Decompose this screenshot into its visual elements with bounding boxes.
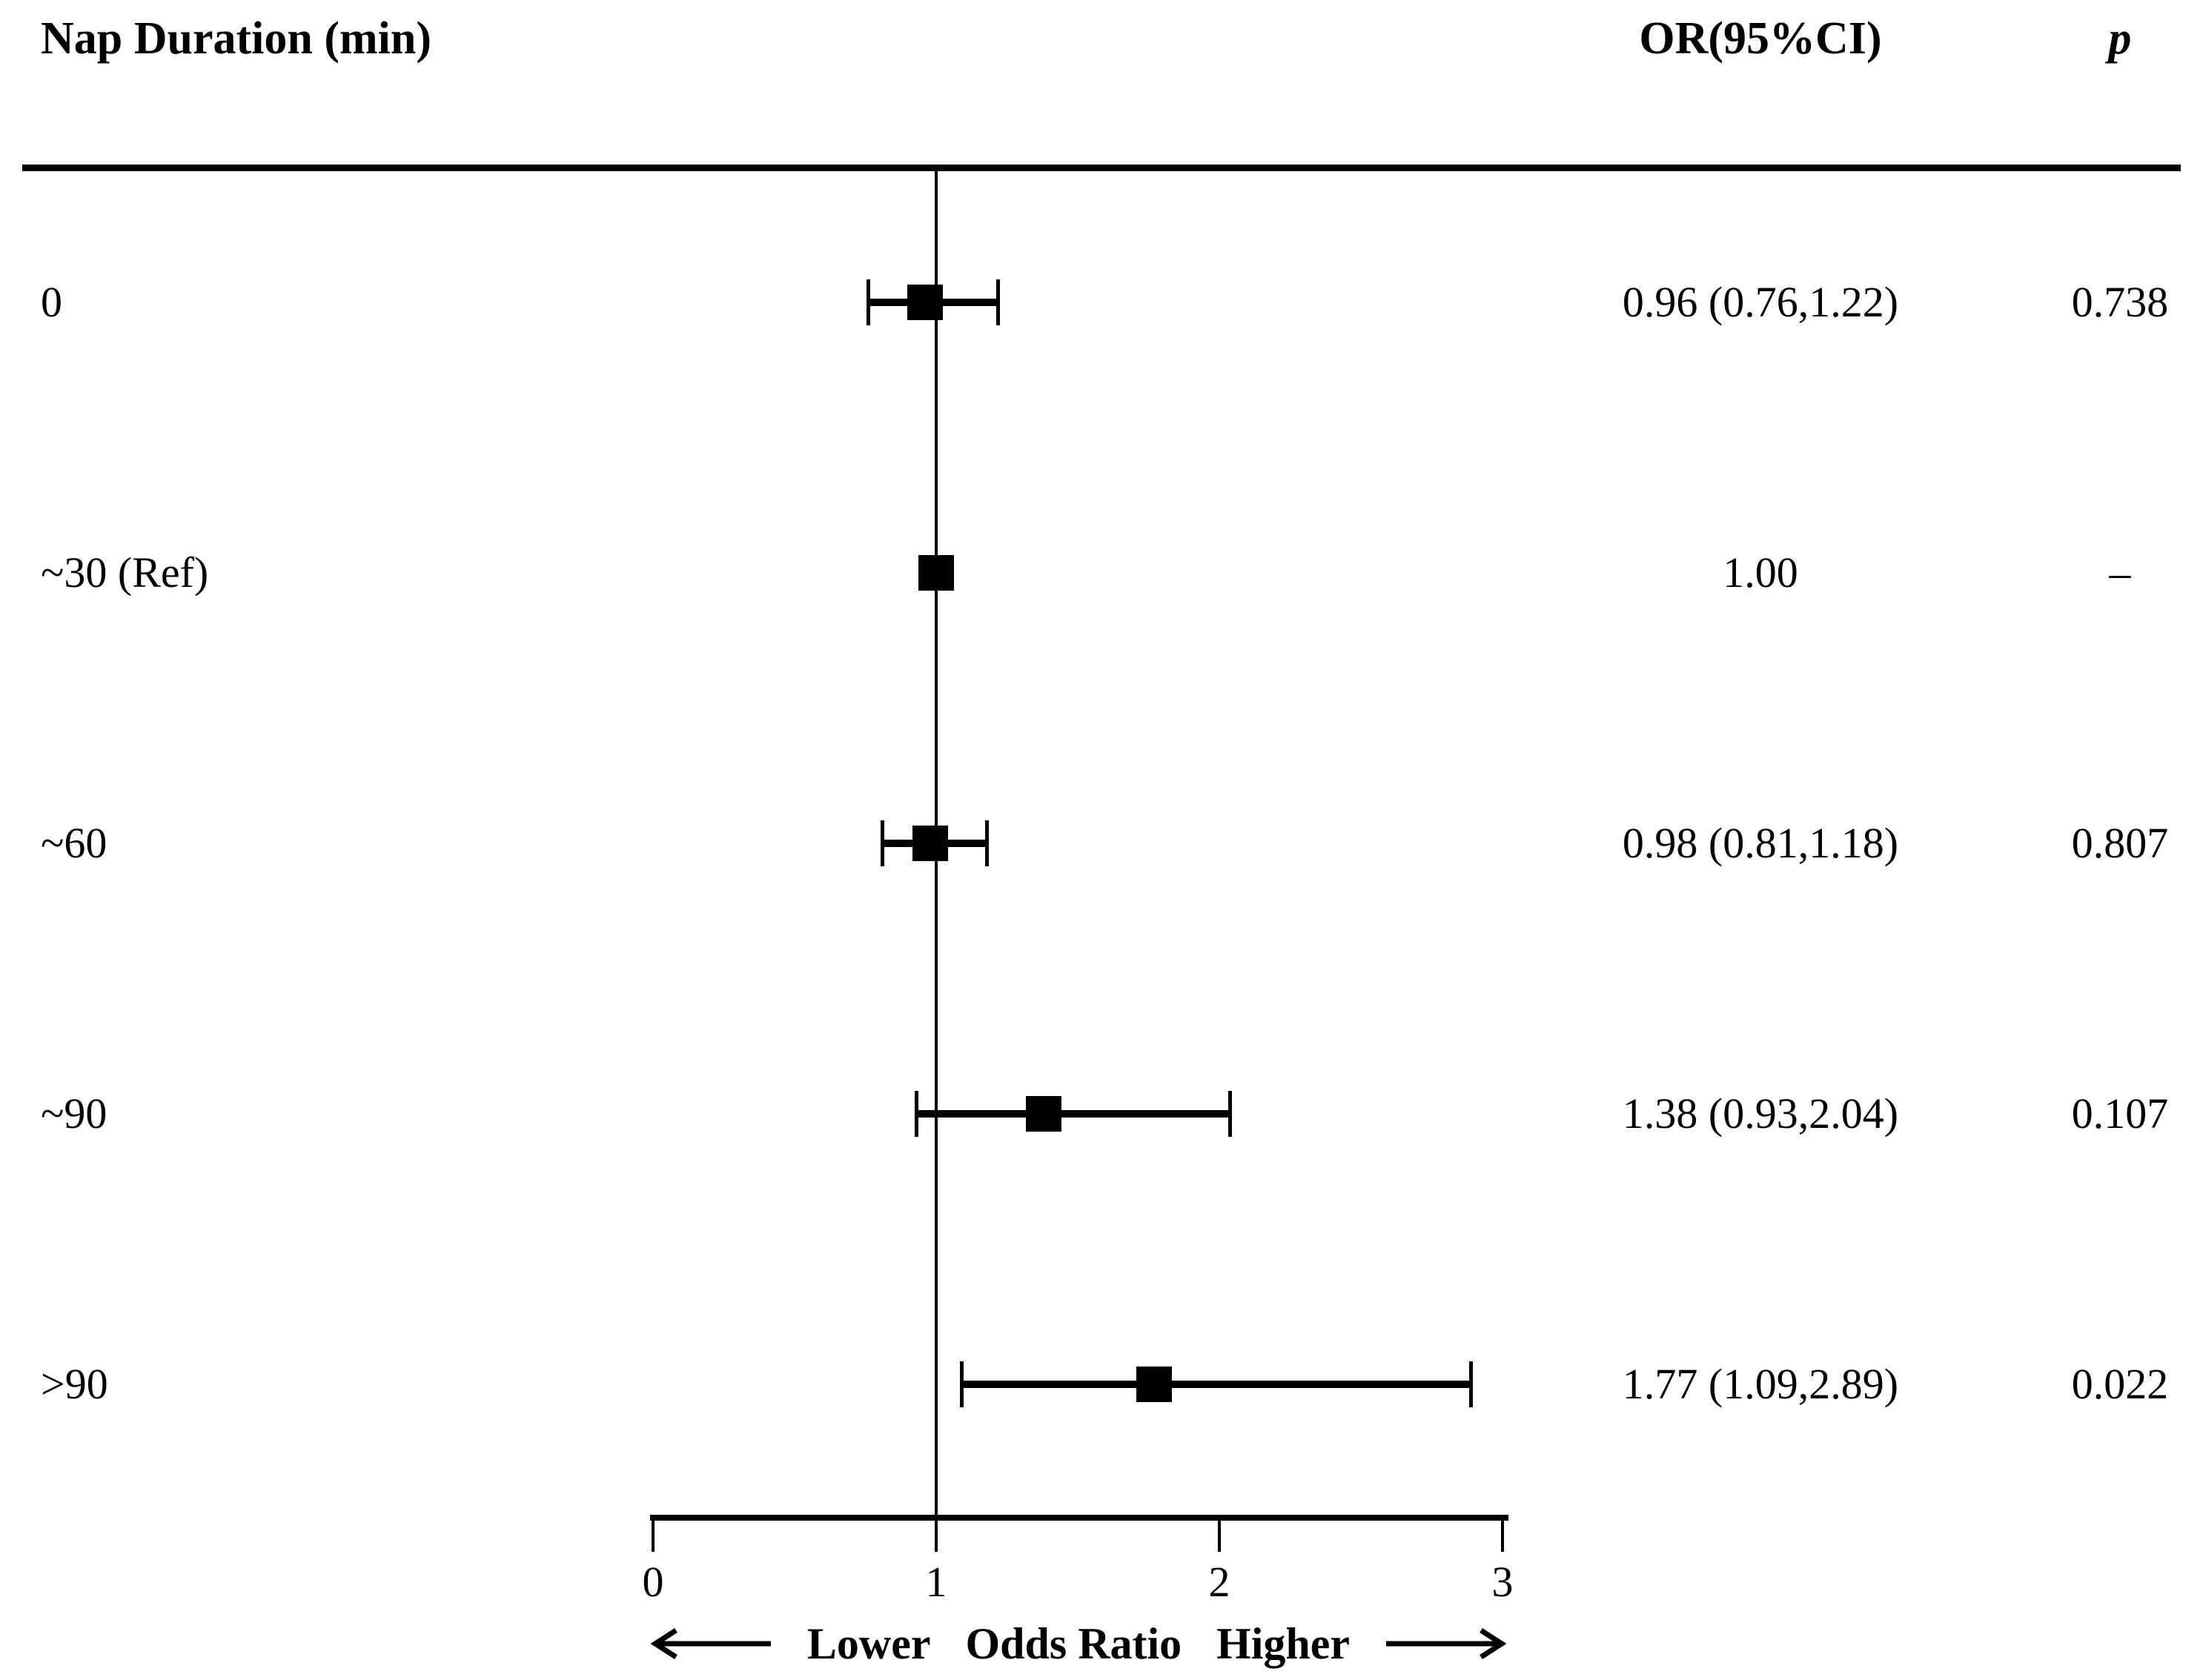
axis-tick: [1501, 1521, 1504, 1552]
x-axis-caption: Lower Odds Ratio Higher: [646, 1614, 1511, 1673]
ci-cap-left: [915, 1091, 919, 1137]
arrow-right-icon: [1385, 1628, 1507, 1659]
x-axis-title: Odds Ratio: [965, 1619, 1182, 1668]
or-ci-text: 1.38 (0.93,2.04): [1622, 1089, 1899, 1138]
p-value-text: 0.807: [2071, 819, 2169, 867]
ci-line: [916, 1110, 1231, 1118]
lower-label: Lower: [806, 1619, 931, 1668]
axis-tick-label: 3: [1491, 1558, 1514, 1606]
axis-tick: [935, 1521, 938, 1552]
or-point-marker: [918, 555, 954, 591]
higher-label: Higher: [1216, 1619, 1351, 1668]
axis-tick-label: 0: [642, 1558, 664, 1606]
p-value-text: –: [2109, 548, 2131, 597]
or-point-marker: [1026, 1096, 1062, 1132]
or-point-marker: [1136, 1367, 1173, 1402]
axis-tick: [652, 1521, 655, 1552]
p-value-text: 0.022: [2071, 1360, 2169, 1408]
axis-tick-label: 2: [1208, 1558, 1230, 1606]
ci-cap-left: [867, 279, 871, 325]
or-ci-text: 0.96 (0.76,1.22): [1622, 278, 1899, 326]
axis-tick: [1218, 1521, 1221, 1552]
or-column-header: OR(95%CI): [1639, 13, 1882, 64]
p-value-text: 0.738: [2071, 278, 2169, 326]
ci-cap-right: [996, 279, 1001, 325]
or-point-marker: [907, 285, 943, 320]
row-column-header: Nap Duration (min): [41, 13, 432, 64]
arrow-left-icon: [650, 1628, 771, 1659]
or-ci-text: 0.98 (0.81,1.18): [1622, 819, 1899, 867]
or-ci-text: 1.77 (1.09,2.89): [1622, 1360, 1899, 1408]
ci-cap-right: [1468, 1361, 1473, 1407]
row-label: ~60: [41, 819, 107, 867]
ci-cap-right: [1228, 1091, 1233, 1137]
ci-cap-left: [960, 1361, 964, 1407]
or-point-marker: [912, 826, 949, 861]
row-label: 0: [41, 278, 62, 326]
or-ci-text: 1.00: [1723, 548, 1798, 597]
p-column-header: p: [2108, 13, 2132, 64]
row-label: >90: [41, 1360, 108, 1408]
ci-line: [961, 1381, 1471, 1388]
row-label: ~90: [41, 1089, 107, 1138]
p-value-text: 0.107: [2071, 1089, 2169, 1138]
row-label: ~30 (Ref): [41, 548, 209, 597]
header-divider-line: [22, 165, 2181, 171]
x-axis-line: [650, 1515, 1508, 1521]
axis-tick-label: 1: [925, 1558, 947, 1606]
ci-cap-left: [881, 820, 885, 866]
ci-cap-right: [984, 820, 989, 866]
